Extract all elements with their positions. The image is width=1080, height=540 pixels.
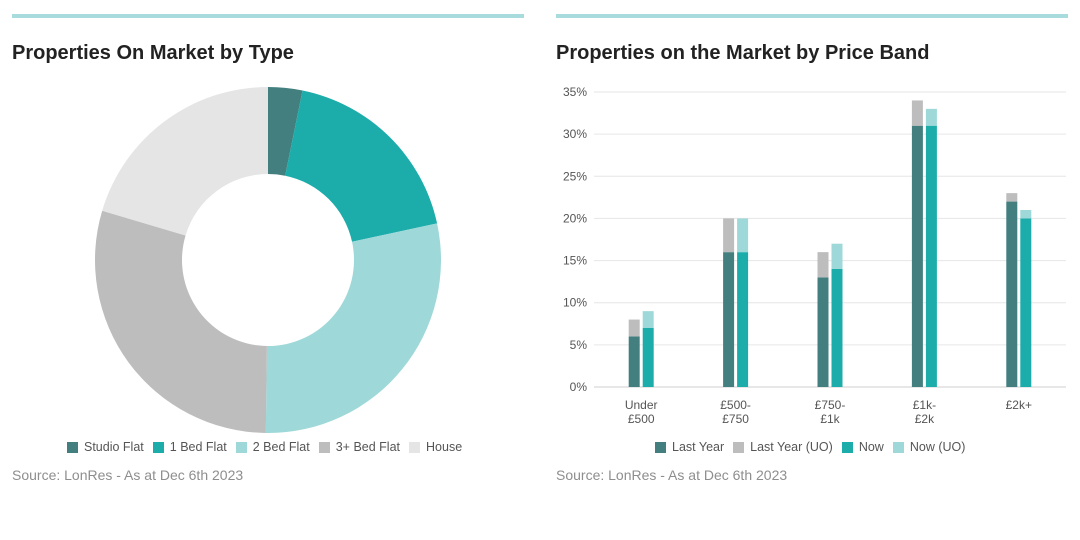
top-rule-left <box>12 14 524 18</box>
legend-label: Now (UO) <box>909 440 966 454</box>
bar-last-year-4 <box>1006 201 1018 387</box>
bar-last-year-0 <box>628 336 640 387</box>
legend-label: 3+ Bed Flat <box>335 440 401 454</box>
legend-swatch <box>655 441 666 453</box>
bar-legend-item-last-year-uo: Last Year (UO) <box>733 440 833 454</box>
x-tick-label: £750- <box>815 398 846 412</box>
legend-swatch <box>152 441 164 453</box>
x-tick-label: £500 <box>628 412 655 426</box>
donut-source-note: Source: LonRes - As at Dec 6th 2023 <box>12 467 244 483</box>
donut-slice-house <box>102 87 269 236</box>
bar-last-year-uo-3 <box>911 100 923 126</box>
x-tick-label: £750 <box>722 412 749 426</box>
legend-label: 1 Bed Flat <box>169 440 227 454</box>
legend-label: 2 Bed Flat <box>252 440 310 454</box>
legend-swatch <box>235 441 247 453</box>
donut-chart-title: Properties On Market by Type <box>12 42 294 64</box>
bar-now-2 <box>831 269 843 387</box>
y-tick-label: 25% <box>563 169 587 183</box>
legend-label: Last Year <box>672 440 725 454</box>
bar-chart: 0%5%10%15%20%25%30%35%Under£500£500-£750… <box>563 85 1066 426</box>
bar-now-uo-3 <box>925 108 937 126</box>
donut-legend-item-studio-flat: Studio Flat <box>67 440 144 454</box>
bar-legend-item-last-year: Last Year <box>655 440 724 454</box>
donut-legend-item-3-bed-flat: 3+ Bed Flat <box>318 440 401 454</box>
legend-label: Studio Flat <box>84 440 144 454</box>
bar-chart-title: Properties on the Market by Price Band <box>556 42 930 64</box>
bar-last-year-uo-2 <box>817 252 829 278</box>
bar-now-uo-0 <box>642 311 654 328</box>
bar-last-year-uo-4 <box>1006 193 1018 202</box>
x-tick-label: Under <box>625 398 658 412</box>
y-tick-label: 0% <box>570 380 588 394</box>
donut-slice-1-bed-flat <box>285 90 438 242</box>
bar-now-4 <box>1020 218 1032 387</box>
y-tick-label: 35% <box>563 85 587 99</box>
legend-swatch <box>67 441 78 453</box>
x-tick-label: £1k <box>820 412 840 426</box>
x-tick-label: £2k <box>915 412 935 426</box>
y-tick-label: 10% <box>563 296 587 310</box>
x-tick-label: £500- <box>720 398 751 412</box>
y-tick-label: 5% <box>570 338 588 352</box>
x-tick-label: £2k+ <box>1006 398 1032 412</box>
donut-legend: Studio Flat 1 Bed Flat 2 Bed Flat 3+ Bed Fl… <box>67 440 462 454</box>
bar-chart-panel: Properties on the Market by Price Band 0… <box>556 0 1068 540</box>
top-rule-right <box>556 14 1068 18</box>
legend-swatch <box>318 441 330 453</box>
y-tick-label: 30% <box>563 127 587 141</box>
donut-chart <box>94 87 441 433</box>
bar-now-3 <box>925 125 937 387</box>
bar-now-uo-2 <box>831 243 843 269</box>
bar-legend-item-now: Now <box>841 440 884 454</box>
bar-legend-item-now-uo: Now (UO) <box>892 440 966 454</box>
legend-swatch <box>733 441 745 453</box>
donut-slice-2-bed-flat <box>265 223 441 433</box>
x-tick-label: £1k- <box>913 398 936 412</box>
bar-last-year-3 <box>911 125 923 387</box>
legend-label: House <box>426 440 463 454</box>
donut-slice-studio-flat <box>268 87 303 176</box>
legend-swatch <box>892 441 904 453</box>
donut-chart-panel: Properties On Market by Type Studio Flat… <box>12 0 524 540</box>
bar-last-year-2 <box>817 277 829 387</box>
legend-swatch <box>409 441 421 453</box>
donut-legend-item-1-bed-flat: 1 Bed Flat <box>152 440 227 454</box>
bar-now-0 <box>642 328 654 387</box>
bar-now-1 <box>737 252 749 387</box>
bar-last-year-uo-0 <box>628 319 640 337</box>
bar-last-year-1 <box>723 252 735 387</box>
legend-label: Now <box>858 440 884 454</box>
y-tick-label: 15% <box>563 254 587 268</box>
donut-slice-3-bed-flat <box>94 210 267 433</box>
legend-label: Last Year (UO) <box>750 440 833 454</box>
bar-legend: Last Year Last Year (UO) Now Now (UO) <box>655 440 965 454</box>
donut-legend-item-house: House <box>409 440 462 454</box>
bar-source-note: Source: LonRes - As at Dec 6th 2023 <box>556 467 788 483</box>
bar-now-uo-4 <box>1020 210 1032 219</box>
legend-swatch <box>841 441 853 453</box>
donut-legend-item-2-bed-flat: 2 Bed Flat <box>235 440 310 454</box>
y-tick-label: 20% <box>563 211 587 225</box>
bar-now-uo-1 <box>737 218 749 253</box>
bar-last-year-uo-1 <box>723 218 735 253</box>
